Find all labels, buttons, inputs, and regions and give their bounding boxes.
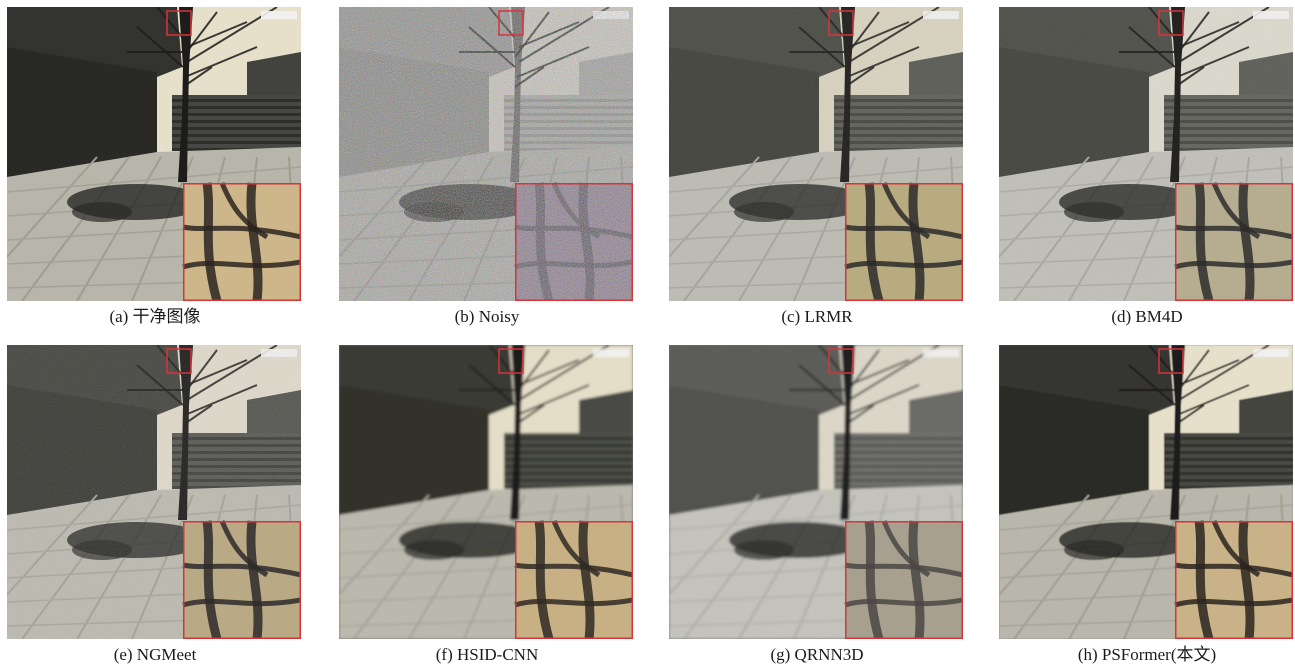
panel-caption: (b) Noisy	[454, 307, 520, 326]
panel-image	[339, 7, 633, 301]
scene-graphic	[7, 7, 301, 301]
panel-clean: (a) 干净图像	[7, 7, 303, 327]
scene-graphic	[7, 345, 301, 639]
panel-caption: (e) NGMeet	[113, 645, 197, 664]
panel-caption: (f) HSID-CNN	[435, 645, 539, 664]
panel-image	[669, 345, 963, 639]
panel-bm4d: (d) BM4D	[999, 7, 1295, 327]
panel-caption: (d) BM4D	[1111, 307, 1183, 326]
panel-ngmeet: (e) NGMeet	[7, 345, 303, 665]
panel-hsid: (f) HSID-CNN	[339, 345, 635, 665]
panel-image	[7, 345, 301, 639]
panel-noisy: (b) Noisy	[339, 7, 635, 327]
panel-image	[669, 7, 963, 301]
scene-graphic	[999, 7, 1293, 301]
panel-lrmr: (c) LRMR	[669, 7, 965, 327]
panel-caption: (g) QRNN3D	[770, 645, 864, 664]
scene-graphic	[669, 345, 963, 639]
panel-image	[999, 7, 1293, 301]
scene-graphic	[669, 7, 963, 301]
panel-psformer: (h) PSFormer(本文)	[999, 345, 1295, 665]
scene-graphic	[339, 7, 633, 301]
panel-caption: (a) 干净图像	[109, 307, 201, 326]
panel-image	[339, 345, 633, 639]
scene-graphic	[339, 345, 633, 639]
panel-image	[999, 345, 1293, 639]
scene-graphic	[999, 345, 1293, 639]
panel-qrnn: (g) QRNN3D	[669, 345, 965, 665]
panel-caption: (c) LRMR	[781, 307, 853, 326]
panel-caption: (h) PSFormer(本文)	[1077, 645, 1217, 664]
panel-image	[7, 7, 301, 301]
